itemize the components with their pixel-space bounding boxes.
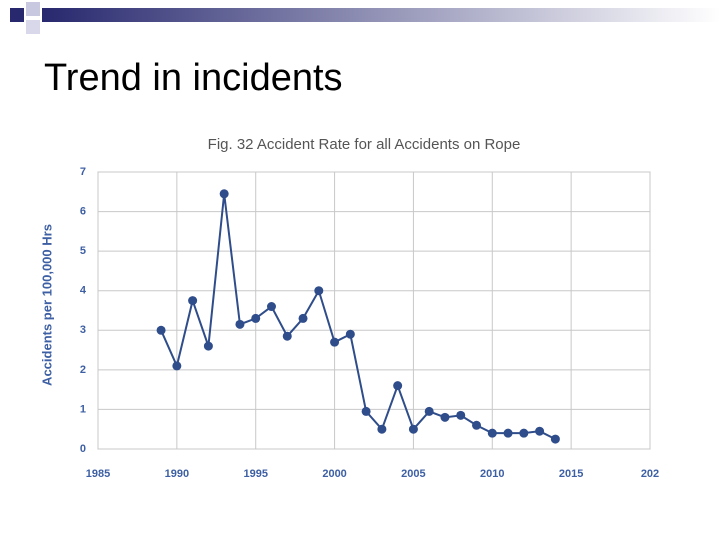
header-square: [26, 2, 40, 16]
y-tick-label: 5: [80, 245, 86, 257]
data-point: [172, 361, 182, 371]
data-point: [219, 189, 229, 199]
y-tick-label: 0: [80, 443, 86, 455]
y-tick-label: 2: [80, 364, 86, 376]
data-point: [440, 412, 450, 422]
plot-frame: [97, 171, 651, 450]
data-point: [251, 313, 261, 323]
data-point: [203, 341, 213, 351]
x-tick-label: 2015: [559, 468, 583, 480]
header-square: [26, 20, 40, 34]
y-axis-label: Accidents per 100,000 Hrs: [39, 224, 54, 386]
data-point: [487, 428, 497, 438]
data-point: [361, 406, 371, 416]
data-line: [160, 193, 556, 441]
chart-title: Fig. 32 Accident Rate for all Accidents …: [208, 136, 521, 153]
data-point: [314, 286, 324, 296]
data-point: [503, 428, 513, 438]
plot: 0 1 2 3 4 5 6 7 1985 1990 1995 2000 2005 2010 2015 202: [80, 166, 659, 480]
y-tick-label: 4: [80, 285, 87, 297]
data-point: [535, 426, 545, 436]
x-tick-label: 2005: [401, 468, 425, 480]
x-tick-label: 1995: [243, 468, 267, 480]
data-point: [266, 302, 276, 312]
data-point: [188, 296, 198, 306]
data-point: [408, 424, 418, 434]
y-tick-label: 6: [80, 205, 86, 217]
header-bar: [42, 8, 720, 22]
data-point: [472, 420, 482, 430]
x-tick-label: 1990: [165, 468, 189, 480]
data-point: [456, 410, 466, 420]
data-point: [235, 319, 245, 329]
data-point: [298, 313, 308, 323]
y-tick-label: 7: [80, 166, 86, 178]
data-point: [424, 406, 434, 416]
slide-title: Trend in incidents: [44, 57, 343, 99]
data-point: [345, 329, 355, 339]
x-tick-label: 2000: [322, 468, 346, 480]
data-point: [550, 434, 560, 444]
data-point: [519, 428, 529, 438]
y-tick-label: 3: [80, 324, 86, 336]
y-tick-label: 1: [80, 403, 86, 415]
data-point: [393, 381, 403, 391]
data-point: [330, 337, 340, 347]
x-tick-label: 1985: [86, 468, 110, 480]
data-point: [282, 331, 292, 341]
header-square: [10, 8, 24, 22]
x-tick-label: 202: [641, 468, 659, 480]
data-point: [377, 424, 387, 434]
x-tick-label: 2010: [480, 468, 504, 480]
data-point: [156, 325, 166, 335]
